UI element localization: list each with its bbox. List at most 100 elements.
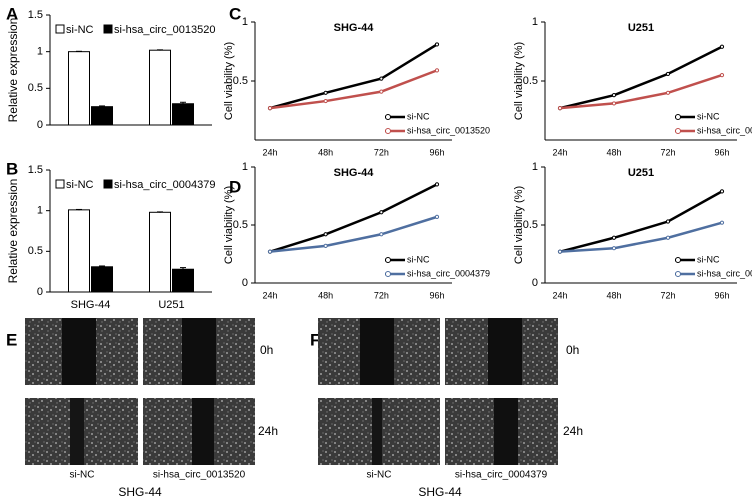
legend-label: si-NC [407, 111, 430, 121]
point [434, 68, 440, 73]
time-label: 24h [563, 424, 583, 438]
legend-label: si-hsa_circ_0004379 [407, 268, 490, 278]
legend-swatch [103, 179, 113, 189]
legend-marker [385, 128, 391, 134]
legend-marker [675, 271, 681, 277]
y-tick-label: 0.5 [523, 75, 538, 87]
y-tick-label: 1 [37, 205, 43, 217]
y-axis-label: Relative expression [6, 18, 20, 123]
point [665, 235, 671, 240]
point [379, 89, 384, 94]
x-tick-label: 24h [262, 290, 277, 300]
chart-title: U251 [628, 22, 654, 34]
legend-label: si-hsa_circ_0004379 [697, 268, 752, 278]
legend-marker [385, 114, 391, 120]
line [269, 183, 438, 253]
x-tick-label: SHG-44 [71, 299, 111, 311]
line [559, 221, 723, 253]
line [269, 43, 438, 110]
x-tick-label: 72h [660, 147, 675, 157]
y-tick-label: 1.5 [28, 9, 43, 21]
point [665, 219, 671, 224]
y-tick-label: 0.5 [28, 82, 43, 94]
point [379, 210, 384, 215]
legend-label: si-NC [407, 254, 430, 264]
legend-marker [675, 257, 681, 263]
panel-label: F [310, 330, 320, 349]
x-tick-label: U251 [158, 299, 184, 311]
x-tick-label: 48h [606, 290, 621, 300]
point [665, 71, 671, 77]
x-tick-label: 96h [429, 147, 444, 157]
legend-label: si-NC [697, 111, 720, 121]
bar [172, 103, 194, 126]
point [611, 235, 617, 240]
x-tick-label: 24h [262, 147, 277, 157]
x-tick-label: 48h [318, 147, 333, 157]
x-tick-label: 24h [552, 147, 567, 157]
line [559, 73, 723, 110]
legend-label: si-NC [66, 179, 94, 191]
time-label: 0h [260, 343, 273, 357]
legend-label: si-hsa_circ_0004379 [114, 179, 216, 191]
x-tick-label: 72h [374, 147, 389, 157]
x-tick-label: 48h [318, 290, 333, 300]
legend-label: si-NC [697, 254, 720, 264]
legend-label: si-hsa_circ_0013520 [114, 24, 216, 36]
legend-label: si-NC [66, 24, 94, 36]
point [665, 90, 671, 95]
y-tick-label: 0 [37, 286, 43, 298]
y-tick-label: 0.5 [233, 75, 248, 87]
point [267, 249, 273, 254]
y-tick-label: 0.5 [28, 245, 43, 257]
point [323, 90, 328, 95]
y-tick-label: 0.5 [523, 219, 538, 231]
line [559, 190, 723, 253]
panel-label: C [229, 4, 241, 23]
time-label: 0h [566, 343, 579, 357]
legend-swatch [55, 179, 65, 189]
column-label: si-hsa_circ_0013520 [153, 470, 246, 481]
point [434, 214, 440, 219]
cell-line-label: SHG-44 [118, 485, 162, 499]
y-tick-label: 0 [242, 277, 248, 289]
bar [149, 211, 171, 293]
chart-title: U251 [628, 167, 654, 179]
y-axis-label: Relative expression [6, 179, 20, 284]
x-tick-label: 48h [606, 147, 621, 157]
line [559, 45, 723, 110]
legend-marker [675, 114, 681, 120]
panel-label: E [6, 330, 17, 349]
x-tick-label: 96h [714, 290, 729, 300]
point [719, 44, 725, 49]
point [719, 220, 725, 225]
point [557, 249, 563, 254]
column-label: si-NC [70, 470, 95, 481]
point [434, 42, 440, 47]
point [379, 232, 384, 237]
bar [91, 266, 113, 293]
point [323, 232, 328, 237]
bar [68, 51, 90, 126]
time-label: 24h [258, 424, 278, 438]
y-tick-label: 1 [37, 46, 43, 58]
point [557, 106, 563, 111]
legend-label: si-hsa_circ_0013520 [697, 125, 752, 135]
legend-swatch [103, 24, 113, 34]
legend-marker [385, 257, 391, 263]
y-tick-label: 1 [242, 161, 248, 173]
bar [149, 49, 171, 126]
panel-label: D [229, 177, 241, 196]
point [611, 246, 617, 251]
line [269, 215, 438, 253]
chart-title: SHG-44 [334, 167, 375, 179]
y-tick-label: 1 [242, 16, 248, 28]
y-tick-label: 0 [37, 119, 43, 131]
point [323, 243, 328, 248]
y-axis-label: Cell viability (%) [223, 186, 235, 264]
y-axis-label: Cell viability (%) [513, 42, 525, 120]
micrograph [25, 318, 558, 465]
legend-swatch [55, 24, 65, 34]
bar [68, 209, 90, 293]
